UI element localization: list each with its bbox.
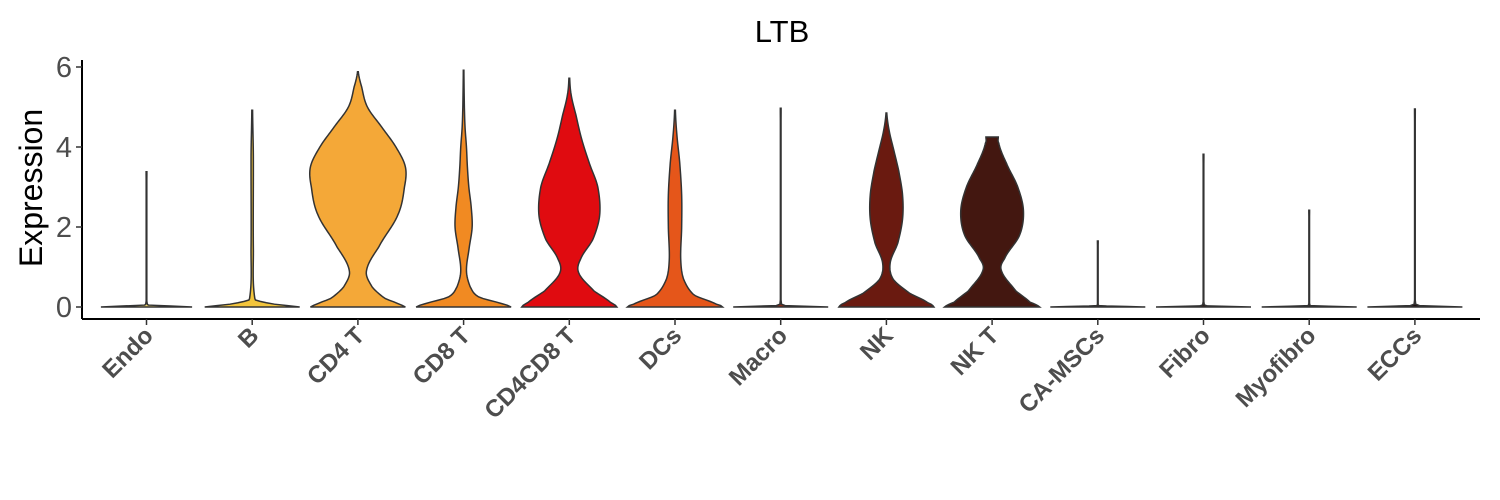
- x-tick-label: CD4CD8 T: [479, 322, 581, 424]
- violin-dcs: [625, 109, 725, 308]
- violin-nk-t: [942, 136, 1042, 308]
- violin-myofibro: [1261, 209, 1357, 308]
- x-tick-label: NK: [855, 322, 899, 366]
- y-tick-label: 2: [56, 212, 72, 244]
- x-tick-label: ECCs: [1363, 322, 1427, 386]
- violin-cd4-t: [308, 71, 407, 308]
- x-tick-label: CD4 T: [302, 322, 370, 390]
- violin-ca-mscs: [1050, 240, 1146, 308]
- chart-title: LTB: [755, 14, 810, 49]
- x-tick-label: Macro: [724, 322, 793, 391]
- y-axis-label: Expression: [13, 109, 49, 267]
- violin-cd4cd8-t: [520, 77, 619, 308]
- violin-nk: [837, 112, 936, 308]
- x-tick-label: Endo: [97, 322, 159, 384]
- violin-macro: [733, 107, 829, 308]
- x-tick-label: CA-MSCs: [1014, 322, 1110, 418]
- y-tick-label: 6: [56, 52, 72, 84]
- violin-b: [204, 109, 300, 308]
- x-tick-label: DCs: [634, 322, 687, 375]
- y-tick-label: 0: [56, 292, 72, 324]
- violins-layer: [100, 69, 1463, 308]
- y-tick-label: 4: [56, 132, 72, 164]
- x-tick-label: Myofibro: [1231, 322, 1322, 413]
- x-tick-label: B: [233, 322, 264, 353]
- violin-endo: [100, 171, 193, 308]
- y-axis: 0 2 4 6: [56, 52, 83, 324]
- x-tick-label: NK T: [946, 322, 1005, 381]
- x-tick-label: CD8 T: [408, 322, 476, 390]
- violin-fibro: [1155, 153, 1252, 308]
- x-axis: Endo B CD4 T CD8 T CD4CD8 T DCs Macro NK NK T CA-…: [82, 318, 1480, 424]
- violin-eccs: [1367, 108, 1463, 308]
- x-tick-label: Fibro: [1154, 322, 1216, 384]
- violin-cd8-t: [415, 69, 512, 308]
